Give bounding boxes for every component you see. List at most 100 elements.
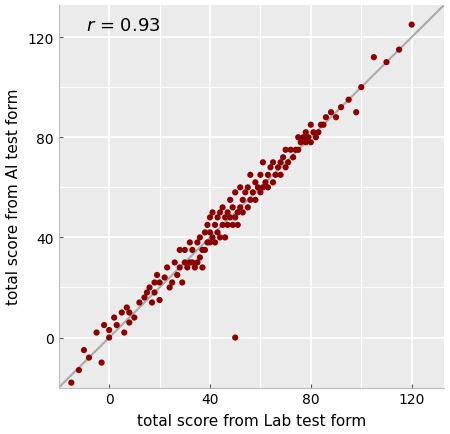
Point: [118, 309, 126, 316]
Point: [254, 184, 261, 191]
Point: [277, 172, 284, 179]
Point: [370, 55, 378, 62]
Point: [244, 204, 252, 211]
Point: [171, 260, 178, 266]
Y-axis label: total score from AI test form: total score from AI test form: [5, 89, 21, 305]
Point: [75, 367, 82, 374]
Point: [262, 179, 269, 186]
Point: [141, 294, 148, 301]
Point: [353, 109, 360, 116]
Point: [396, 47, 403, 54]
Point: [383, 59, 390, 66]
Point: [98, 359, 105, 366]
Point: [176, 247, 183, 254]
Point: [259, 184, 266, 191]
Point: [242, 189, 249, 196]
Point: [287, 147, 294, 154]
Point: [290, 155, 297, 161]
Point: [239, 197, 246, 204]
Point: [310, 129, 317, 136]
Point: [207, 240, 214, 247]
Point: [358, 85, 365, 92]
Point: [181, 247, 189, 254]
Point: [279, 155, 287, 161]
Point: [204, 240, 211, 247]
Point: [68, 379, 75, 386]
Point: [272, 172, 279, 179]
Point: [312, 135, 319, 141]
Point: [226, 214, 234, 221]
Point: [161, 274, 168, 281]
Point: [249, 189, 256, 196]
Point: [295, 135, 302, 141]
Point: [274, 164, 282, 171]
Point: [317, 122, 324, 129]
Point: [216, 234, 224, 241]
Point: [408, 22, 415, 29]
Point: [292, 147, 299, 154]
Point: [257, 172, 264, 179]
Point: [189, 247, 196, 254]
Point: [199, 264, 206, 271]
Point: [333, 115, 340, 122]
Point: [229, 222, 236, 229]
Point: [219, 204, 226, 211]
Point: [307, 122, 315, 129]
Point: [207, 214, 214, 221]
Point: [252, 179, 259, 186]
Point: [307, 139, 315, 146]
Point: [126, 319, 133, 326]
Point: [224, 222, 231, 229]
Point: [131, 314, 138, 321]
Point: [153, 272, 161, 279]
Point: [166, 284, 173, 291]
Point: [338, 105, 345, 112]
Point: [237, 184, 244, 191]
Point: [201, 247, 208, 254]
Point: [176, 264, 183, 271]
Point: [196, 254, 203, 261]
Point: [151, 289, 158, 296]
Point: [136, 299, 143, 306]
Point: [191, 264, 198, 271]
Point: [295, 147, 302, 154]
Point: [212, 222, 219, 229]
Point: [186, 240, 194, 247]
Point: [204, 222, 211, 229]
Point: [93, 329, 100, 336]
Point: [207, 230, 214, 237]
Point: [216, 210, 224, 217]
Point: [121, 329, 128, 336]
Point: [232, 214, 239, 221]
Point: [237, 204, 244, 211]
Point: [232, 189, 239, 196]
Point: [232, 334, 239, 341]
Point: [239, 210, 246, 217]
Point: [179, 279, 186, 286]
Point: [194, 240, 201, 247]
Point: [265, 172, 272, 179]
Point: [186, 260, 194, 266]
Point: [270, 159, 277, 166]
Point: [257, 189, 264, 196]
Point: [123, 304, 130, 311]
Point: [126, 309, 133, 316]
Point: [199, 247, 206, 254]
Point: [247, 197, 254, 204]
Text: $r$ = 0.93: $r$ = 0.93: [86, 17, 160, 35]
Point: [189, 260, 196, 266]
Point: [226, 197, 234, 204]
Point: [219, 222, 226, 229]
Point: [297, 139, 304, 146]
Point: [247, 172, 254, 179]
Point: [322, 115, 329, 122]
Point: [284, 159, 292, 166]
Point: [194, 260, 201, 266]
Point: [113, 322, 120, 329]
X-axis label: total score from Lab test form: total score from Lab test form: [137, 414, 366, 428]
Point: [184, 264, 191, 271]
Point: [328, 109, 335, 116]
Point: [270, 179, 277, 186]
Point: [214, 230, 221, 237]
Point: [345, 97, 352, 104]
